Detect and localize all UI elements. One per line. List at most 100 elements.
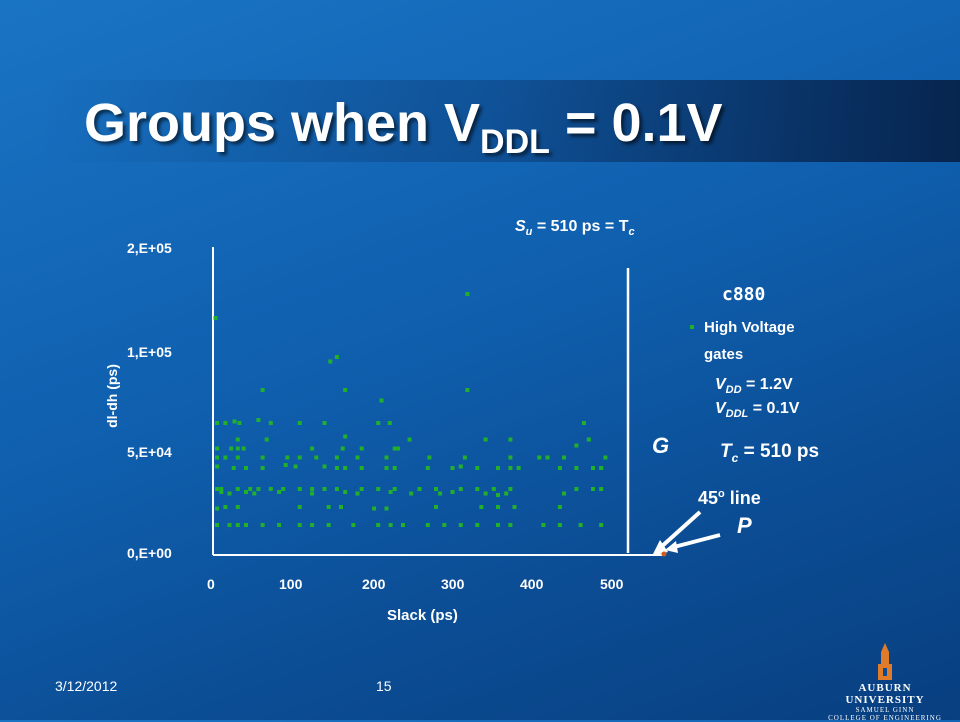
data-point [434,487,438,491]
data-point [215,506,220,511]
data-point [235,446,240,451]
x-tick-label: 300 [441,576,465,592]
data-point [578,523,583,527]
data-point [450,466,455,470]
group-g-label: G [652,433,670,458]
data-point [297,505,302,509]
data-point [268,487,273,491]
data-point [562,491,566,496]
data-point [343,388,348,392]
callout-arrows [652,510,721,557]
data-point [387,421,392,425]
data-point [541,523,546,527]
data-point [581,421,586,425]
data-point [475,466,480,470]
data-point [450,490,455,494]
data-point [326,523,331,527]
data-point [376,487,381,491]
data-point [215,487,220,491]
data-point [227,491,232,496]
data-point [508,466,513,470]
data-point [260,523,265,527]
data-point [326,505,331,509]
data-point [359,466,364,470]
data-point [297,487,302,491]
arrow-p [673,533,721,549]
data-point [483,437,488,442]
data-point [496,493,500,497]
data-point [591,466,595,470]
data-point [574,487,579,491]
data-point [483,491,488,496]
logo-college: COLLEGE OF ENGINEERING [828,714,942,722]
data-point [310,523,315,527]
legend-label-line1: High Voltage [704,319,795,336]
data-point [213,316,218,320]
y-tick-label: 2,E+05 [127,240,172,256]
data-point [248,487,253,491]
data-point [396,446,400,451]
x-tick-label: 100 [279,576,303,592]
data-point [322,487,327,491]
data-point [465,292,470,296]
data-point [508,487,513,491]
data-point [359,487,364,491]
data-point [562,455,566,460]
data-point [545,455,550,460]
data-point [215,523,220,527]
data-point [343,466,348,470]
data-point [508,437,513,442]
data-point [310,491,315,496]
data-point [334,355,339,359]
data-point [516,466,521,470]
data-point [401,523,405,527]
data-point [256,418,261,422]
data-point [215,464,220,469]
data-point [491,487,496,491]
arrow-45-line [658,510,702,550]
su-annotation: Su = 510 ps = Tc [515,218,635,239]
data-point [599,466,604,470]
x-tick-label: 200 [362,576,386,592]
data-point [496,523,500,527]
data-point [388,490,393,494]
data-point [388,523,393,527]
logo-samuel-ginn: SAMUEL GINN [855,706,915,714]
data-point [297,421,302,425]
arrow-p-head [665,541,678,553]
data-point [427,455,432,460]
data-point [215,455,220,460]
data-point [557,505,562,509]
data-point [508,523,513,527]
data-point [434,505,438,509]
data-point [574,466,579,470]
data-point [334,487,339,491]
data-point [458,464,463,469]
tower-icon [878,643,892,680]
data-point [314,455,319,460]
slide-number: 15 [376,678,392,694]
data-point [475,523,480,527]
data-point [215,446,220,451]
data-point [244,523,248,527]
data-point [557,466,562,470]
data-point [260,455,265,460]
y-tick-label: 0,E+00 [127,545,172,561]
data-point [438,491,443,496]
line45-label: 45o line [698,488,761,508]
data-point [231,466,236,470]
data-point [417,487,422,491]
data-point [235,437,240,442]
data-point [458,487,463,491]
data-point [223,455,228,460]
data-point [599,523,604,527]
data-point [407,437,412,442]
legend-marker [690,325,694,329]
data-point [384,466,389,470]
data-point [339,505,343,509]
data-point [442,523,447,527]
data-point [235,523,240,527]
data-point [235,455,240,460]
data-point [252,491,257,496]
